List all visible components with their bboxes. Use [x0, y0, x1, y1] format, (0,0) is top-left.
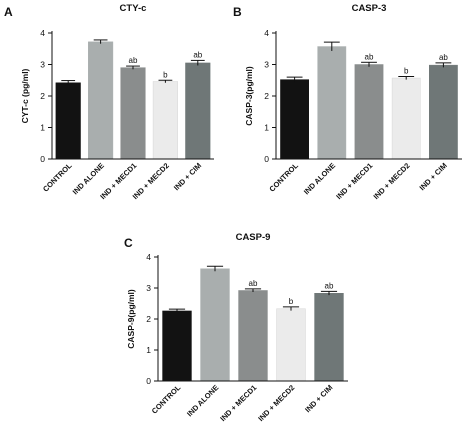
x-tick-label: IND + MECD2 — [256, 383, 296, 423]
x-tick-label: IND + CIM — [418, 161, 449, 192]
bar — [88, 41, 114, 160]
bar — [238, 290, 268, 382]
x-tick-label: CONTROL — [41, 161, 74, 194]
y-tick-label: 3 — [264, 60, 269, 70]
panel-b: B CASP-3 CASP-3(pg/ml) 0 1 2 3 4 CONTROL IND ALON… — [233, 3, 462, 201]
bar — [120, 67, 146, 160]
significance-label: ab — [129, 56, 138, 65]
bar — [200, 268, 230, 382]
y-tick-label: 1 — [146, 345, 151, 355]
y-tick-label: 1 — [264, 123, 269, 133]
bar — [354, 64, 384, 160]
x-tick-label: IND + CIM — [172, 161, 203, 192]
chart-title: CTY-c — [120, 3, 147, 14]
bar — [317, 46, 347, 160]
chart-title: CASP-9 — [236, 232, 271, 243]
significance-label: b — [163, 70, 168, 79]
significance-label: ab — [193, 50, 202, 59]
x-tick-label: IND + MECD2 — [372, 161, 412, 201]
x-tick-label: IND + MECD1 — [218, 383, 258, 423]
y-tick-label: 2 — [264, 91, 269, 101]
y-tick-label: 3 — [146, 283, 151, 293]
significance-label: b — [289, 297, 294, 306]
bar — [162, 310, 192, 382]
significance-label: ab — [365, 52, 374, 61]
y-axis-label: CYT-c (pg/ml) — [20, 68, 30, 123]
y-tick-label: 0 — [264, 154, 269, 164]
bar — [429, 64, 458, 160]
y-tick-label: 1 — [40, 123, 45, 133]
panel-letter: A — [4, 5, 13, 19]
x-tick-label: CONTROL — [267, 161, 300, 194]
bar — [314, 293, 344, 382]
y-axis-label: CASP-9(pg/ml) — [126, 289, 136, 349]
bar — [55, 82, 81, 160]
panel-letter: C — [124, 236, 133, 250]
bar — [152, 81, 178, 160]
y-tick-label: 3 — [40, 60, 45, 70]
x-tick-label: IND ALONE — [302, 161, 337, 196]
panel-c: C CASP-9 CASP-9(pg/ml) 0 1 2 3 4 CONTROL IND ALON… — [124, 232, 348, 423]
significance-label: b — [404, 66, 409, 75]
y-axis-label: CASP-3(pg/ml) — [244, 66, 254, 126]
y-tick-label: 2 — [146, 314, 151, 324]
x-tick-label: IND + MECD1 — [334, 161, 374, 201]
y-tick-label: 4 — [264, 28, 269, 38]
bar — [280, 79, 309, 160]
significance-label: ab — [325, 281, 334, 290]
x-tick-label: IND + CIM — [303, 383, 334, 414]
significance-label: ab — [249, 279, 258, 288]
y-tick-label: 4 — [40, 28, 45, 38]
bar — [185, 62, 211, 160]
y-tick-label: 2 — [40, 91, 45, 101]
bar — [276, 308, 306, 382]
chart-title: CASP-3 — [352, 3, 387, 14]
panel-letter: B — [233, 5, 242, 19]
y-tick-label: 0 — [146, 376, 151, 386]
y-tick-label: 4 — [146, 252, 151, 262]
significance-label: ab — [439, 53, 448, 62]
x-tick-label: IND ALONE — [185, 383, 220, 418]
bar — [391, 77, 421, 160]
x-tick-label: CONTROL — [150, 383, 183, 416]
y-tick-label: 0 — [40, 154, 45, 164]
